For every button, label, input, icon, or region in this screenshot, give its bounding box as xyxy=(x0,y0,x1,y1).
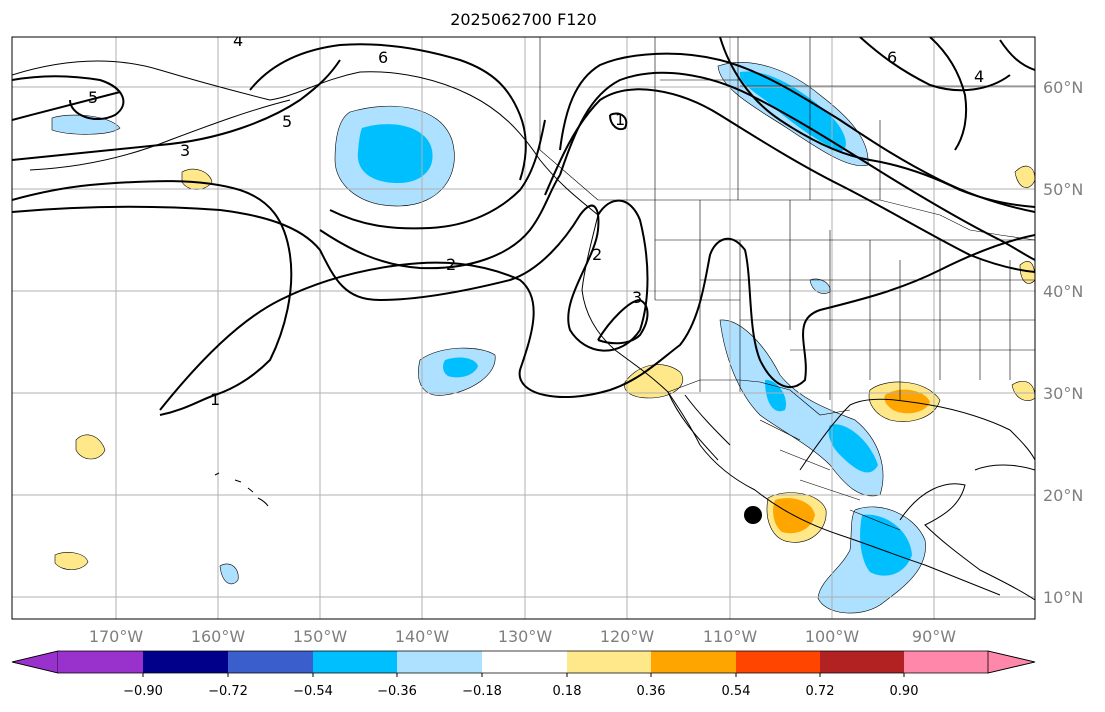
positive-region-hawaii-north xyxy=(75,434,106,460)
contour-5 xyxy=(12,75,546,230)
contour-label: 2 xyxy=(446,255,456,274)
colorbar: −0.90 −0.72 −0.54 −0.36 −0.18 0.18 0.36 … xyxy=(11,650,1036,699)
west-coast xyxy=(581,214,756,491)
mexico-pacific-coast xyxy=(754,489,1001,596)
contour-6b xyxy=(559,71,1035,261)
positive-region-north-pacific xyxy=(181,168,213,190)
longitude-labels: 170°W 160°W 150°W 140°W 130°W 120°W 110°… xyxy=(89,627,956,646)
baja-california xyxy=(667,391,731,461)
colorbar-extend-min xyxy=(11,650,59,674)
contour-labels: 4 6 5 5 3 2 1 2 3 1 6 4 xyxy=(88,31,984,409)
map-frame xyxy=(11,36,1036,620)
colorbar-tick-label: −0.36 xyxy=(377,684,417,699)
lon-label: 120°W xyxy=(600,627,655,646)
colorbar-bin xyxy=(820,651,904,673)
colorbar-bin xyxy=(651,651,736,673)
colorbar-bin xyxy=(228,651,313,673)
lon-label: 140°W xyxy=(395,627,450,646)
contour-6c xyxy=(544,88,1035,273)
colorbar-extend-max xyxy=(987,650,1036,674)
colorbar-tick-label: 0.36 xyxy=(637,684,666,699)
gulf-coast xyxy=(799,398,1035,471)
colorbar-bin xyxy=(58,651,143,673)
colorbar-bin xyxy=(904,651,988,673)
contour-label: 5 xyxy=(282,112,292,131)
map-title: 2025062700 F120 xyxy=(450,10,597,29)
positive-region-carolina xyxy=(1019,261,1035,284)
hawaiian-islands xyxy=(214,472,269,507)
colorbar-tick-label: −0.18 xyxy=(462,684,502,699)
positive-region-east-coast xyxy=(1014,165,1035,188)
storm-center-marker xyxy=(744,506,762,524)
positive-region-hawaii-west xyxy=(54,552,89,570)
colorbar-bin xyxy=(397,651,482,673)
negative-region-gulf-of-alaska-core xyxy=(357,124,433,184)
contour-label: 3 xyxy=(632,288,642,307)
mexico-states xyxy=(759,419,901,531)
colorbar-bin xyxy=(143,651,228,673)
contour-label: 4 xyxy=(974,67,984,86)
contour-label: 3 xyxy=(180,141,190,160)
colorbar-bin xyxy=(736,651,820,673)
negative-region-mid-pacific-core xyxy=(443,357,478,378)
contour-label: 1 xyxy=(210,390,220,409)
lon-label: 150°W xyxy=(293,627,348,646)
colorbar-bin xyxy=(482,651,567,673)
colorbar-tick-label: 0.72 xyxy=(806,684,835,699)
lat-label: 60°N xyxy=(1043,78,1083,97)
lon-label: 160°W xyxy=(191,627,246,646)
latitude-labels: 60°N 50°N 40°N 30°N 20°N 10°N xyxy=(1043,78,1083,607)
colorbar-tick-label: −0.54 xyxy=(293,684,333,699)
contour-3 xyxy=(12,59,649,345)
contour-4 xyxy=(12,91,561,270)
contour-label: 1 xyxy=(615,110,625,129)
lat-label: 20°N xyxy=(1043,486,1083,505)
lat-label: 10°N xyxy=(1043,588,1083,607)
negative-region-canada-core xyxy=(739,71,846,152)
contour-small-bc xyxy=(609,112,628,131)
contour-label: 4 xyxy=(233,31,243,50)
contour-label: 2 xyxy=(592,245,602,264)
colorbar-tick-label: −0.72 xyxy=(208,684,248,699)
canada-provinces xyxy=(654,37,1035,200)
aleutian-chain xyxy=(29,99,291,171)
coastlines xyxy=(12,60,1035,601)
political-borders xyxy=(539,37,1035,531)
lat-label: 30°N xyxy=(1043,384,1083,403)
contour-label: 6 xyxy=(378,48,388,67)
negative-region-hawaii xyxy=(219,563,239,585)
lon-label: 90°W xyxy=(912,627,956,646)
height-contours xyxy=(12,37,1035,416)
negative-region-mexico-core xyxy=(765,379,878,473)
alaska-canada-border xyxy=(539,37,599,201)
lat-label: 40°N xyxy=(1043,282,1083,301)
colorbar-tick-label: 0.90 xyxy=(890,684,919,699)
lat-label: 50°N xyxy=(1043,180,1083,199)
colorbar-tick-label: −0.90 xyxy=(123,684,163,699)
alaska-coast xyxy=(12,60,599,216)
contour-label: 6 xyxy=(887,48,897,67)
lon-label: 110°W xyxy=(703,627,758,646)
central-america-coast xyxy=(899,483,1035,601)
lon-label: 170°W xyxy=(89,627,144,646)
contour-1-west xyxy=(12,180,293,416)
contour-2 xyxy=(12,199,649,352)
colorbar-bin xyxy=(313,651,397,673)
us-states xyxy=(654,200,1035,400)
contour-label: 5 xyxy=(88,88,98,107)
colorbar-bin xyxy=(567,651,651,673)
contour-north-east xyxy=(859,37,1035,151)
contour-canada-inner xyxy=(719,37,1035,208)
colorbar-tick-label: 0.18 xyxy=(553,684,582,699)
lon-label: 130°W xyxy=(498,627,553,646)
colorbar-tick-label: 0.54 xyxy=(722,684,751,699)
positive-region-florida xyxy=(1011,380,1035,401)
cuba xyxy=(974,464,1035,471)
lon-label: 100°W xyxy=(805,627,860,646)
positive-anomaly-regions xyxy=(54,165,1035,570)
